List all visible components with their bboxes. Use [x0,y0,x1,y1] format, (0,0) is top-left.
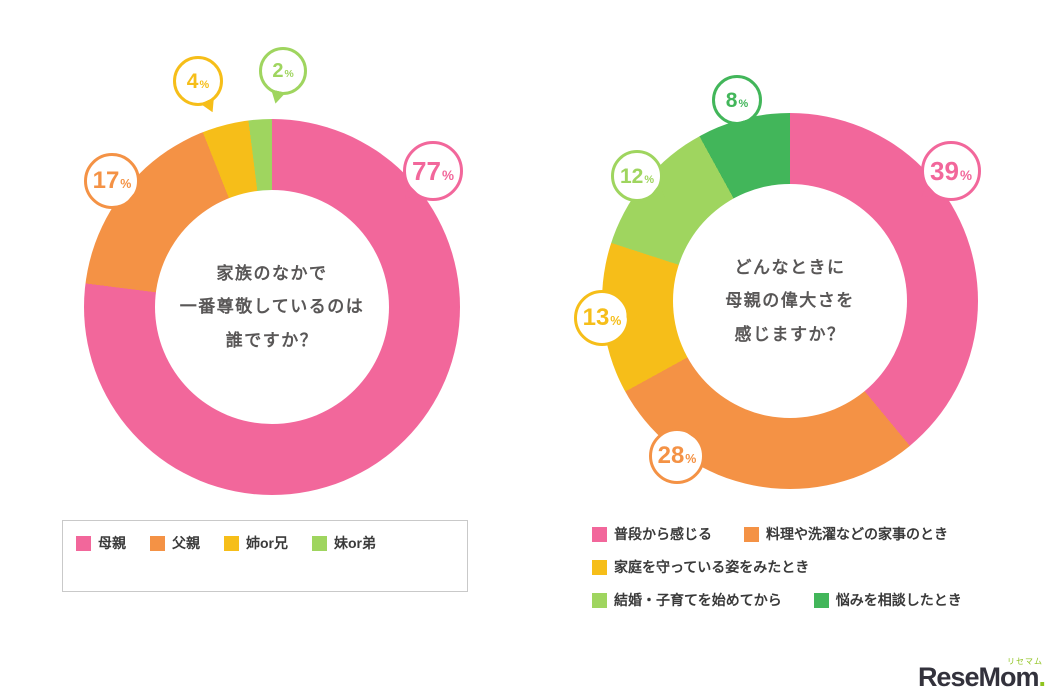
legend-item: 姉or兄 [224,533,288,553]
legend-label: 姉or兄 [246,535,288,551]
legend-item: 悩みを相談したとき [813,590,962,610]
percent-value: 8 [725,88,738,112]
percent-value: 17 [92,167,120,194]
legend-label: 料理や洗濯などの家事のとき [766,526,948,542]
legend-label: 父親 [172,535,200,551]
percent-value: 77 [412,156,441,186]
percent-callout: 77% [403,141,463,201]
donut-hole: どんなときに 母親の偉大さを 感じますか？ [673,184,907,418]
percent-sign: % [441,168,454,183]
legend-item: 普段から感じる [592,524,712,544]
legend-row: 母親 父親 姉or兄 妹or弟 [76,533,454,553]
percent-value: 28 [657,442,685,469]
chart-title-line: 家族のなかで [216,264,328,284]
legend: 普段から感じる 料理や洗濯などの家事のとき 家庭を守っている姿をみたとき 結婚・子育て… [592,524,994,623]
legend-swatch [592,526,607,542]
percent-label: 39% [930,158,972,184]
legend-swatch [312,535,327,551]
percent-callout: 2% [259,47,307,95]
percent-sign: % [284,69,294,80]
percent-label: 8% [726,90,748,111]
percent-sign: % [644,173,655,186]
chart-title-line: 母親の偉大さを [725,291,855,311]
resemom-logo-dot: . [1038,662,1046,692]
legend-label: 結婚・子育てを始めてから [614,592,782,608]
percent-callout: 4% [173,56,223,106]
percent-label: 28% [658,444,697,468]
percent-value: 2 [272,60,284,82]
chart-title-line: 一番尊敬しているのは [179,297,365,317]
percent-callout: 13% [574,290,630,346]
legend-item: 父親 [150,533,200,553]
legend-swatch [150,535,165,551]
percent-label: 17% [93,169,132,193]
percent-sign: % [120,177,132,191]
legend-swatch [224,535,239,551]
legend-swatch [76,535,91,551]
percent-sign: % [685,452,697,466]
percent-label: 12% [620,166,654,187]
percent-label: 13% [583,306,622,330]
percent-callout: 12% [611,150,663,202]
donut-hole: 家族のなかで一番尊敬しているのは 誰ですか？ [155,190,389,424]
legend-label: 悩みを相談したとき [835,592,962,608]
chart-title-line: 誰ですか？ [225,330,319,350]
percent-value: 13 [582,304,610,331]
resemom-logo-text: ReseMom [917,662,1040,692]
legend: 母親 父親 姉or兄 妹or弟 [62,520,468,592]
legend-swatch [592,559,607,575]
legend-swatch [813,592,829,608]
legend-swatch [592,592,607,608]
percent-value: 12 [619,164,644,188]
percent-value: 4 [186,69,199,93]
resemom-logo: リセマム ReseMom. [917,658,1046,692]
legend-item: 妹or弟 [312,533,376,553]
legend-row: 結婚・子育てを始めてから 悩みを相談したとき [592,590,994,610]
percent-sign: % [610,314,622,328]
percent-callout: 39% [921,141,981,201]
legend-row: 普段から感じる 料理や洗濯などの家事のとき [592,524,994,544]
chart-title-line: 感じますか？ [734,324,846,344]
legend-row: 家庭を守っている姿をみたとき [592,557,994,577]
percent-sign: % [959,168,972,183]
legend-swatch [744,526,759,542]
percent-label: 4% [187,71,209,92]
percent-callout: 28% [649,428,705,484]
percent-sign: % [199,78,210,91]
percent-callout: 8% [712,75,762,125]
percent-label: 2% [272,61,293,81]
resemom-logo-kana: リセマム [1007,657,1043,666]
legend-item: 結婚・子育てを始めてから [592,590,782,610]
percent-callout: 17% [84,153,140,209]
legend-label: 家庭を守っている姿をみたとき [614,559,810,575]
percent-label: 77% [412,158,454,184]
legend-item: 母親 [76,533,126,553]
legend-label: 母親 [98,535,126,551]
percent-value: 39 [930,156,959,186]
chart-title-line: どんなときに [734,258,846,278]
legend-label: 普段から感じる [614,526,712,542]
legend-item: 料理や洗濯などの家事のとき [744,524,948,544]
legend-item: 家庭を守っている姿をみたとき [592,557,809,577]
percent-sign: % [738,97,749,110]
legend-label: 妹or弟 [334,535,376,551]
